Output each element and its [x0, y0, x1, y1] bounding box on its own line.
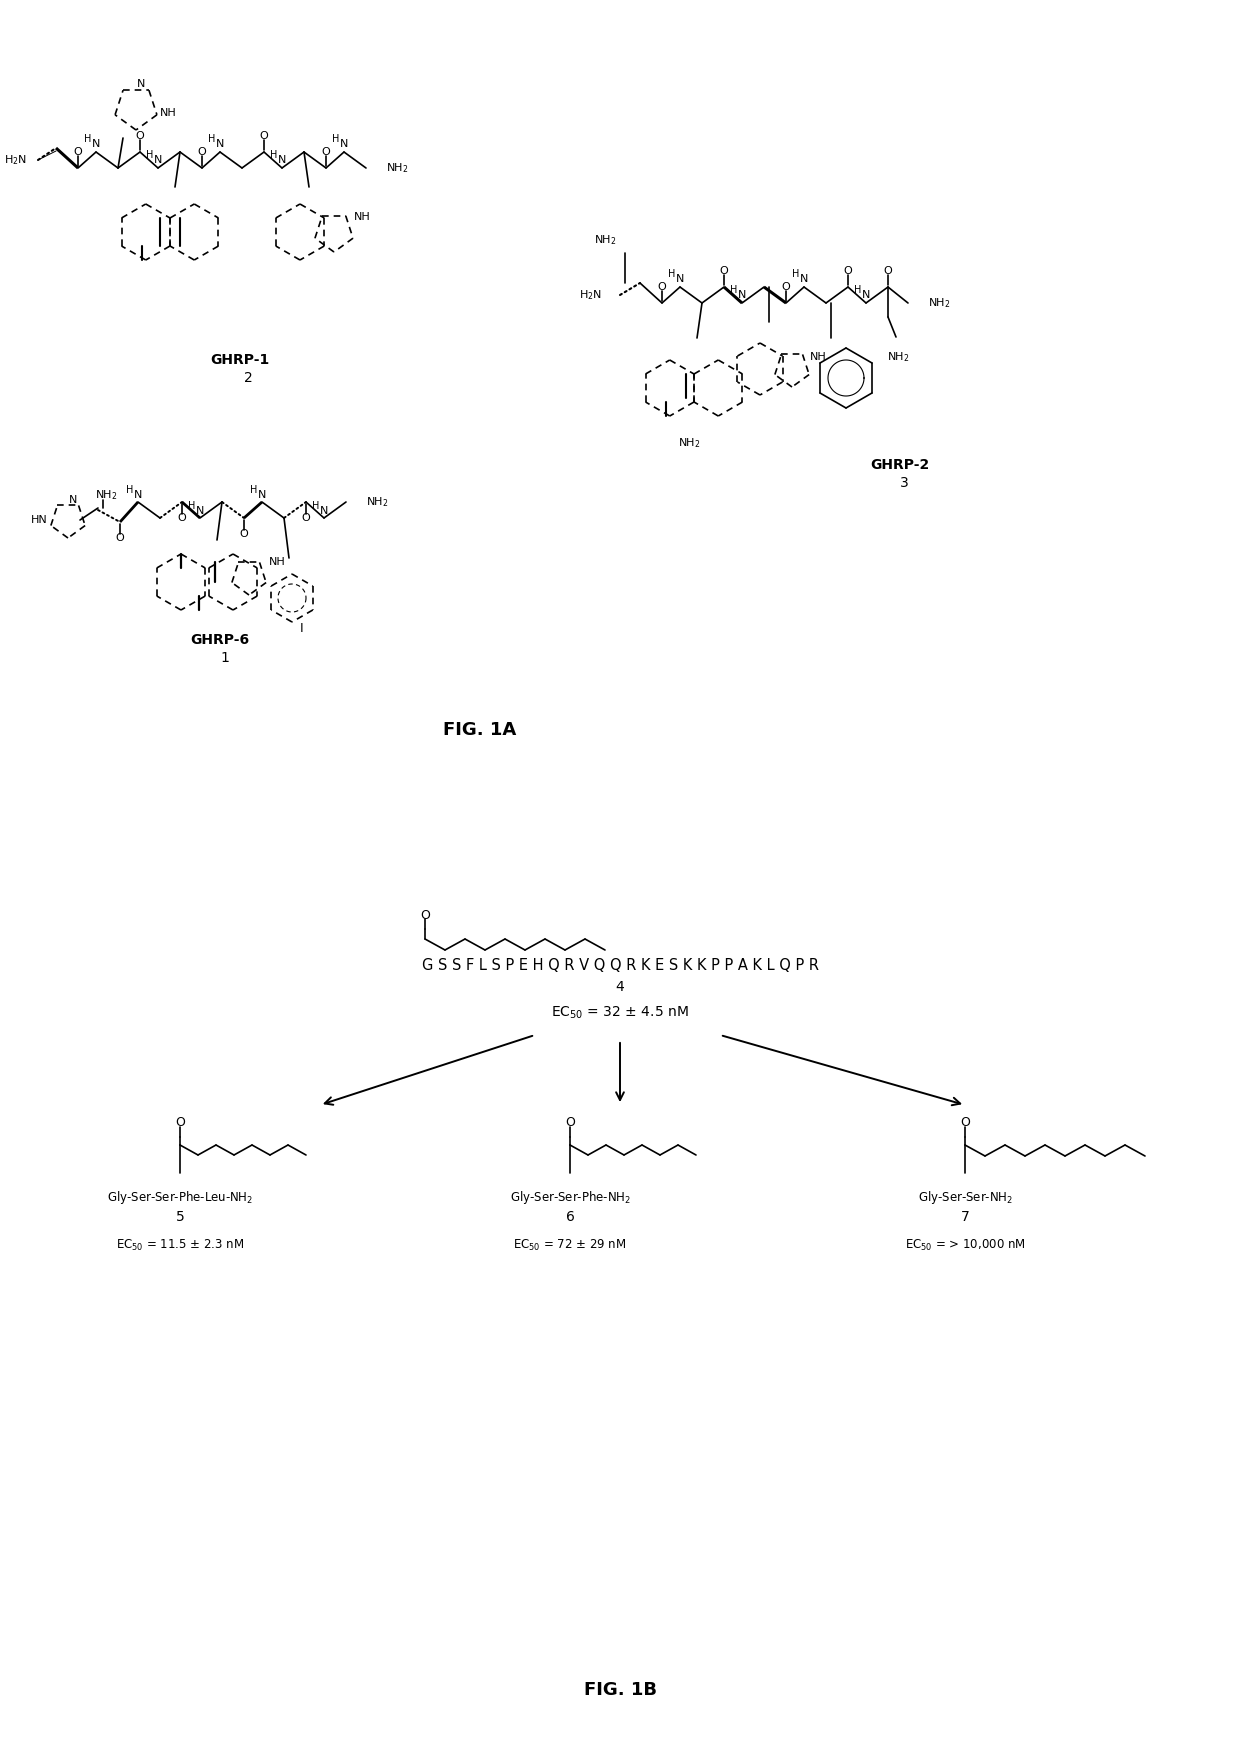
Text: EC$_{50}$ = > 10,000 nM: EC$_{50}$ = > 10,000 nM: [905, 1238, 1025, 1253]
Text: O: O: [781, 282, 790, 293]
Text: I: I: [300, 622, 304, 634]
Text: EC$_{50}$ = 11.5 ± 2.3 nM: EC$_{50}$ = 11.5 ± 2.3 nM: [115, 1238, 244, 1253]
Text: H: H: [270, 150, 278, 160]
Text: GHRP-2: GHRP-2: [870, 458, 930, 472]
Text: 4: 4: [615, 980, 625, 994]
Text: N: N: [136, 78, 145, 89]
Text: H: H: [792, 268, 800, 279]
Text: GHRP-6: GHRP-6: [191, 633, 249, 647]
Text: H: H: [332, 134, 340, 145]
Text: O: O: [197, 146, 206, 157]
Text: O: O: [719, 267, 728, 275]
Text: O: O: [73, 146, 82, 157]
Text: Gly-Ser-Ser-NH$_2$: Gly-Ser-Ser-NH$_2$: [918, 1189, 1012, 1206]
Text: H: H: [208, 134, 216, 145]
Text: N: N: [800, 274, 808, 284]
Text: GHRP-1: GHRP-1: [211, 354, 269, 368]
Text: Gly-Ser-Ser-Phe-NH$_2$: Gly-Ser-Ser-Phe-NH$_2$: [510, 1189, 630, 1206]
Text: NH: NH: [353, 213, 371, 221]
Text: N: N: [738, 289, 746, 300]
Text: H$_2$N: H$_2$N: [4, 153, 27, 167]
Text: N: N: [320, 505, 329, 516]
Text: NH$_2$: NH$_2$: [366, 495, 388, 509]
Text: N: N: [216, 139, 224, 148]
Text: O: O: [565, 1117, 575, 1129]
Text: O: O: [177, 512, 186, 523]
Text: H: H: [730, 286, 738, 295]
Text: N: N: [340, 139, 348, 148]
Text: NH$_2$: NH$_2$: [594, 234, 616, 248]
Text: H: H: [84, 134, 92, 145]
Text: NH: NH: [810, 352, 827, 363]
Text: N: N: [862, 289, 870, 300]
Text: NH$_2$: NH$_2$: [94, 488, 118, 502]
Text: NH: NH: [269, 558, 285, 566]
Text: NH$_2$: NH$_2$: [887, 350, 909, 364]
Text: EC$_{50}$ = 72 ± 29 nM: EC$_{50}$ = 72 ± 29 nM: [513, 1238, 626, 1253]
Text: O: O: [884, 267, 893, 275]
Text: N: N: [68, 495, 77, 505]
Text: O: O: [239, 528, 248, 539]
Text: O: O: [321, 146, 330, 157]
Text: O: O: [843, 267, 852, 275]
Text: H: H: [854, 286, 862, 295]
Text: EC$_{50}$ = 32 ± 4.5 nM: EC$_{50}$ = 32 ± 4.5 nM: [551, 1004, 689, 1021]
Text: 1: 1: [221, 650, 229, 666]
Text: H: H: [146, 150, 154, 160]
Text: N: N: [196, 505, 205, 516]
Text: O: O: [960, 1117, 970, 1129]
Text: 7: 7: [961, 1210, 970, 1224]
Text: O: O: [301, 512, 310, 523]
Text: G S S F L S P E H Q R V Q Q R K E S K K P P A K L Q P R: G S S F L S P E H Q R V Q Q R K E S K K …: [422, 957, 818, 973]
Text: H: H: [188, 500, 196, 511]
Text: N: N: [258, 490, 267, 500]
Text: NH$_2$: NH$_2$: [386, 160, 408, 174]
Text: O: O: [115, 533, 124, 544]
Text: H: H: [250, 485, 258, 495]
Text: H: H: [312, 500, 320, 511]
Text: O: O: [657, 282, 666, 293]
Text: 5: 5: [176, 1210, 185, 1224]
Text: 2: 2: [243, 371, 253, 385]
Text: N: N: [92, 139, 100, 148]
Text: N: N: [676, 274, 684, 284]
Text: H: H: [126, 485, 134, 495]
Text: O: O: [175, 1117, 185, 1129]
Text: 3: 3: [900, 476, 909, 490]
Text: 6: 6: [565, 1210, 574, 1224]
Text: Gly-Ser-Ser-Phe-Leu-NH$_2$: Gly-Ser-Ser-Phe-Leu-NH$_2$: [107, 1189, 253, 1206]
Text: N: N: [134, 490, 143, 500]
Text: O: O: [420, 908, 430, 922]
Text: HN: HN: [31, 514, 48, 525]
Text: NH$_2$: NH$_2$: [928, 296, 951, 310]
Text: O: O: [135, 131, 144, 141]
Text: O: O: [259, 131, 268, 141]
Text: FIG. 1B: FIG. 1B: [584, 1680, 656, 1699]
Text: H$_2$N: H$_2$N: [579, 288, 601, 302]
Text: NH$_2$: NH$_2$: [678, 436, 701, 450]
Text: H: H: [668, 268, 676, 279]
Text: NH: NH: [160, 108, 177, 119]
Text: FIG. 1A: FIG. 1A: [444, 722, 517, 739]
Text: N: N: [278, 155, 286, 166]
Text: N: N: [154, 155, 162, 166]
